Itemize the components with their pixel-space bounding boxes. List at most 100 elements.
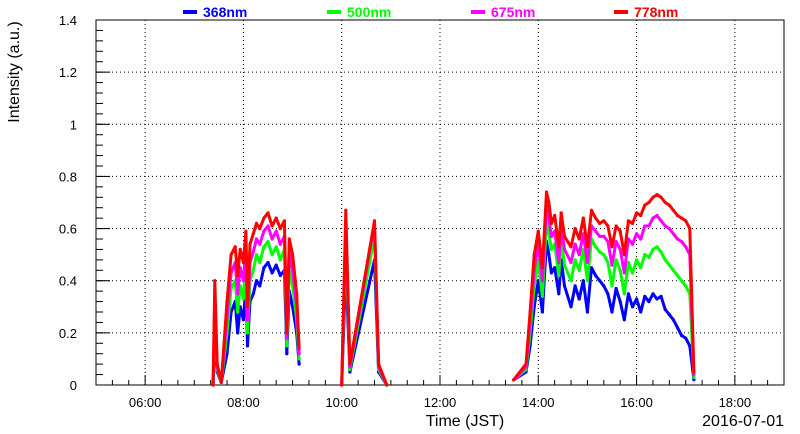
data-point [557, 260, 561, 265]
data-point [573, 242, 577, 246]
data-point [251, 268, 255, 272]
data-point [635, 211, 639, 215]
data-point [241, 297, 245, 301]
data-point [241, 318, 245, 322]
data-point [635, 297, 639, 301]
y-axis-title: Intensity (a.u.) [6, 21, 23, 122]
data-point [684, 336, 688, 340]
x-tick-label: 10:00 [325, 395, 358, 410]
data-point [266, 224, 270, 228]
data-point [671, 208, 676, 212]
data-point [622, 318, 626, 322]
data-point [297, 357, 301, 361]
data-point [241, 260, 245, 265]
data-point [532, 253, 536, 257]
data-point [589, 266, 594, 270]
data-point [254, 237, 259, 241]
data-point [540, 294, 545, 298]
data-point [651, 216, 655, 220]
data-point [602, 284, 606, 288]
data-point [602, 219, 606, 223]
data-point [274, 216, 278, 220]
data-point [643, 203, 647, 207]
data-point [258, 242, 262, 246]
data-point [589, 208, 594, 212]
x-tick-label: 18:00 [719, 395, 752, 410]
data-point [614, 240, 618, 244]
data-point [655, 213, 659, 218]
data-point [675, 213, 680, 218]
data-point [569, 260, 573, 265]
data-point [385, 383, 389, 387]
data-point [344, 208, 348, 212]
data-point [618, 268, 622, 272]
data-point [610, 263, 614, 267]
data-point [213, 279, 217, 283]
legend-label: 778nm [634, 4, 678, 20]
data-point [266, 211, 270, 215]
data-point [229, 253, 233, 257]
x-tick-label: 16:00 [620, 395, 653, 410]
data-point [282, 219, 286, 223]
data-point [285, 344, 289, 348]
data-point [569, 305, 573, 309]
data-point [671, 268, 676, 272]
data-point [278, 227, 282, 231]
data-point [692, 373, 696, 377]
data-point [285, 331, 289, 335]
data-point [562, 247, 567, 251]
data-point [278, 242, 282, 246]
series-group [211, 190, 696, 387]
data-point [262, 229, 266, 233]
data-point [626, 219, 631, 223]
data-point [573, 258, 577, 262]
data-point [245, 331, 250, 335]
data-point [684, 245, 688, 249]
data-point [643, 253, 647, 257]
data-point [663, 224, 667, 228]
data-point [651, 247, 655, 251]
data-point [606, 240, 610, 244]
data-point [598, 279, 602, 283]
data-point [270, 224, 274, 228]
data-point [680, 279, 684, 283]
data-point [266, 240, 270, 244]
data-point [594, 229, 598, 233]
data-point [512, 378, 516, 382]
data-point [297, 346, 301, 351]
y-tick-label: 0.6 [59, 222, 77, 237]
data-point [573, 227, 577, 231]
data-point [622, 292, 626, 296]
data-point [278, 258, 282, 262]
data-point [236, 273, 240, 278]
data-point [278, 273, 282, 278]
data-point [585, 279, 590, 283]
data-point [647, 300, 651, 304]
data-point [647, 224, 651, 228]
data-point [577, 268, 581, 272]
data-point [557, 245, 561, 249]
data-point [270, 271, 274, 275]
data-point [236, 310, 240, 314]
y-tick-label: 0 [70, 378, 77, 393]
data-point [540, 279, 545, 283]
data-point [262, 245, 266, 249]
data-point [614, 224, 618, 228]
data-point [238, 247, 242, 251]
data-point [372, 219, 377, 223]
data-point [577, 253, 581, 257]
data-point [630, 221, 635, 225]
data-point [549, 234, 554, 238]
data-point [528, 310, 532, 314]
data-point [622, 271, 626, 275]
data-point [559, 211, 563, 215]
data-point [377, 362, 381, 366]
data-point [594, 216, 598, 220]
data-point [659, 219, 663, 223]
data-point [524, 362, 528, 366]
data-point [236, 292, 240, 296]
data-point [585, 260, 590, 265]
data-point [569, 245, 573, 249]
data-point [688, 227, 692, 231]
